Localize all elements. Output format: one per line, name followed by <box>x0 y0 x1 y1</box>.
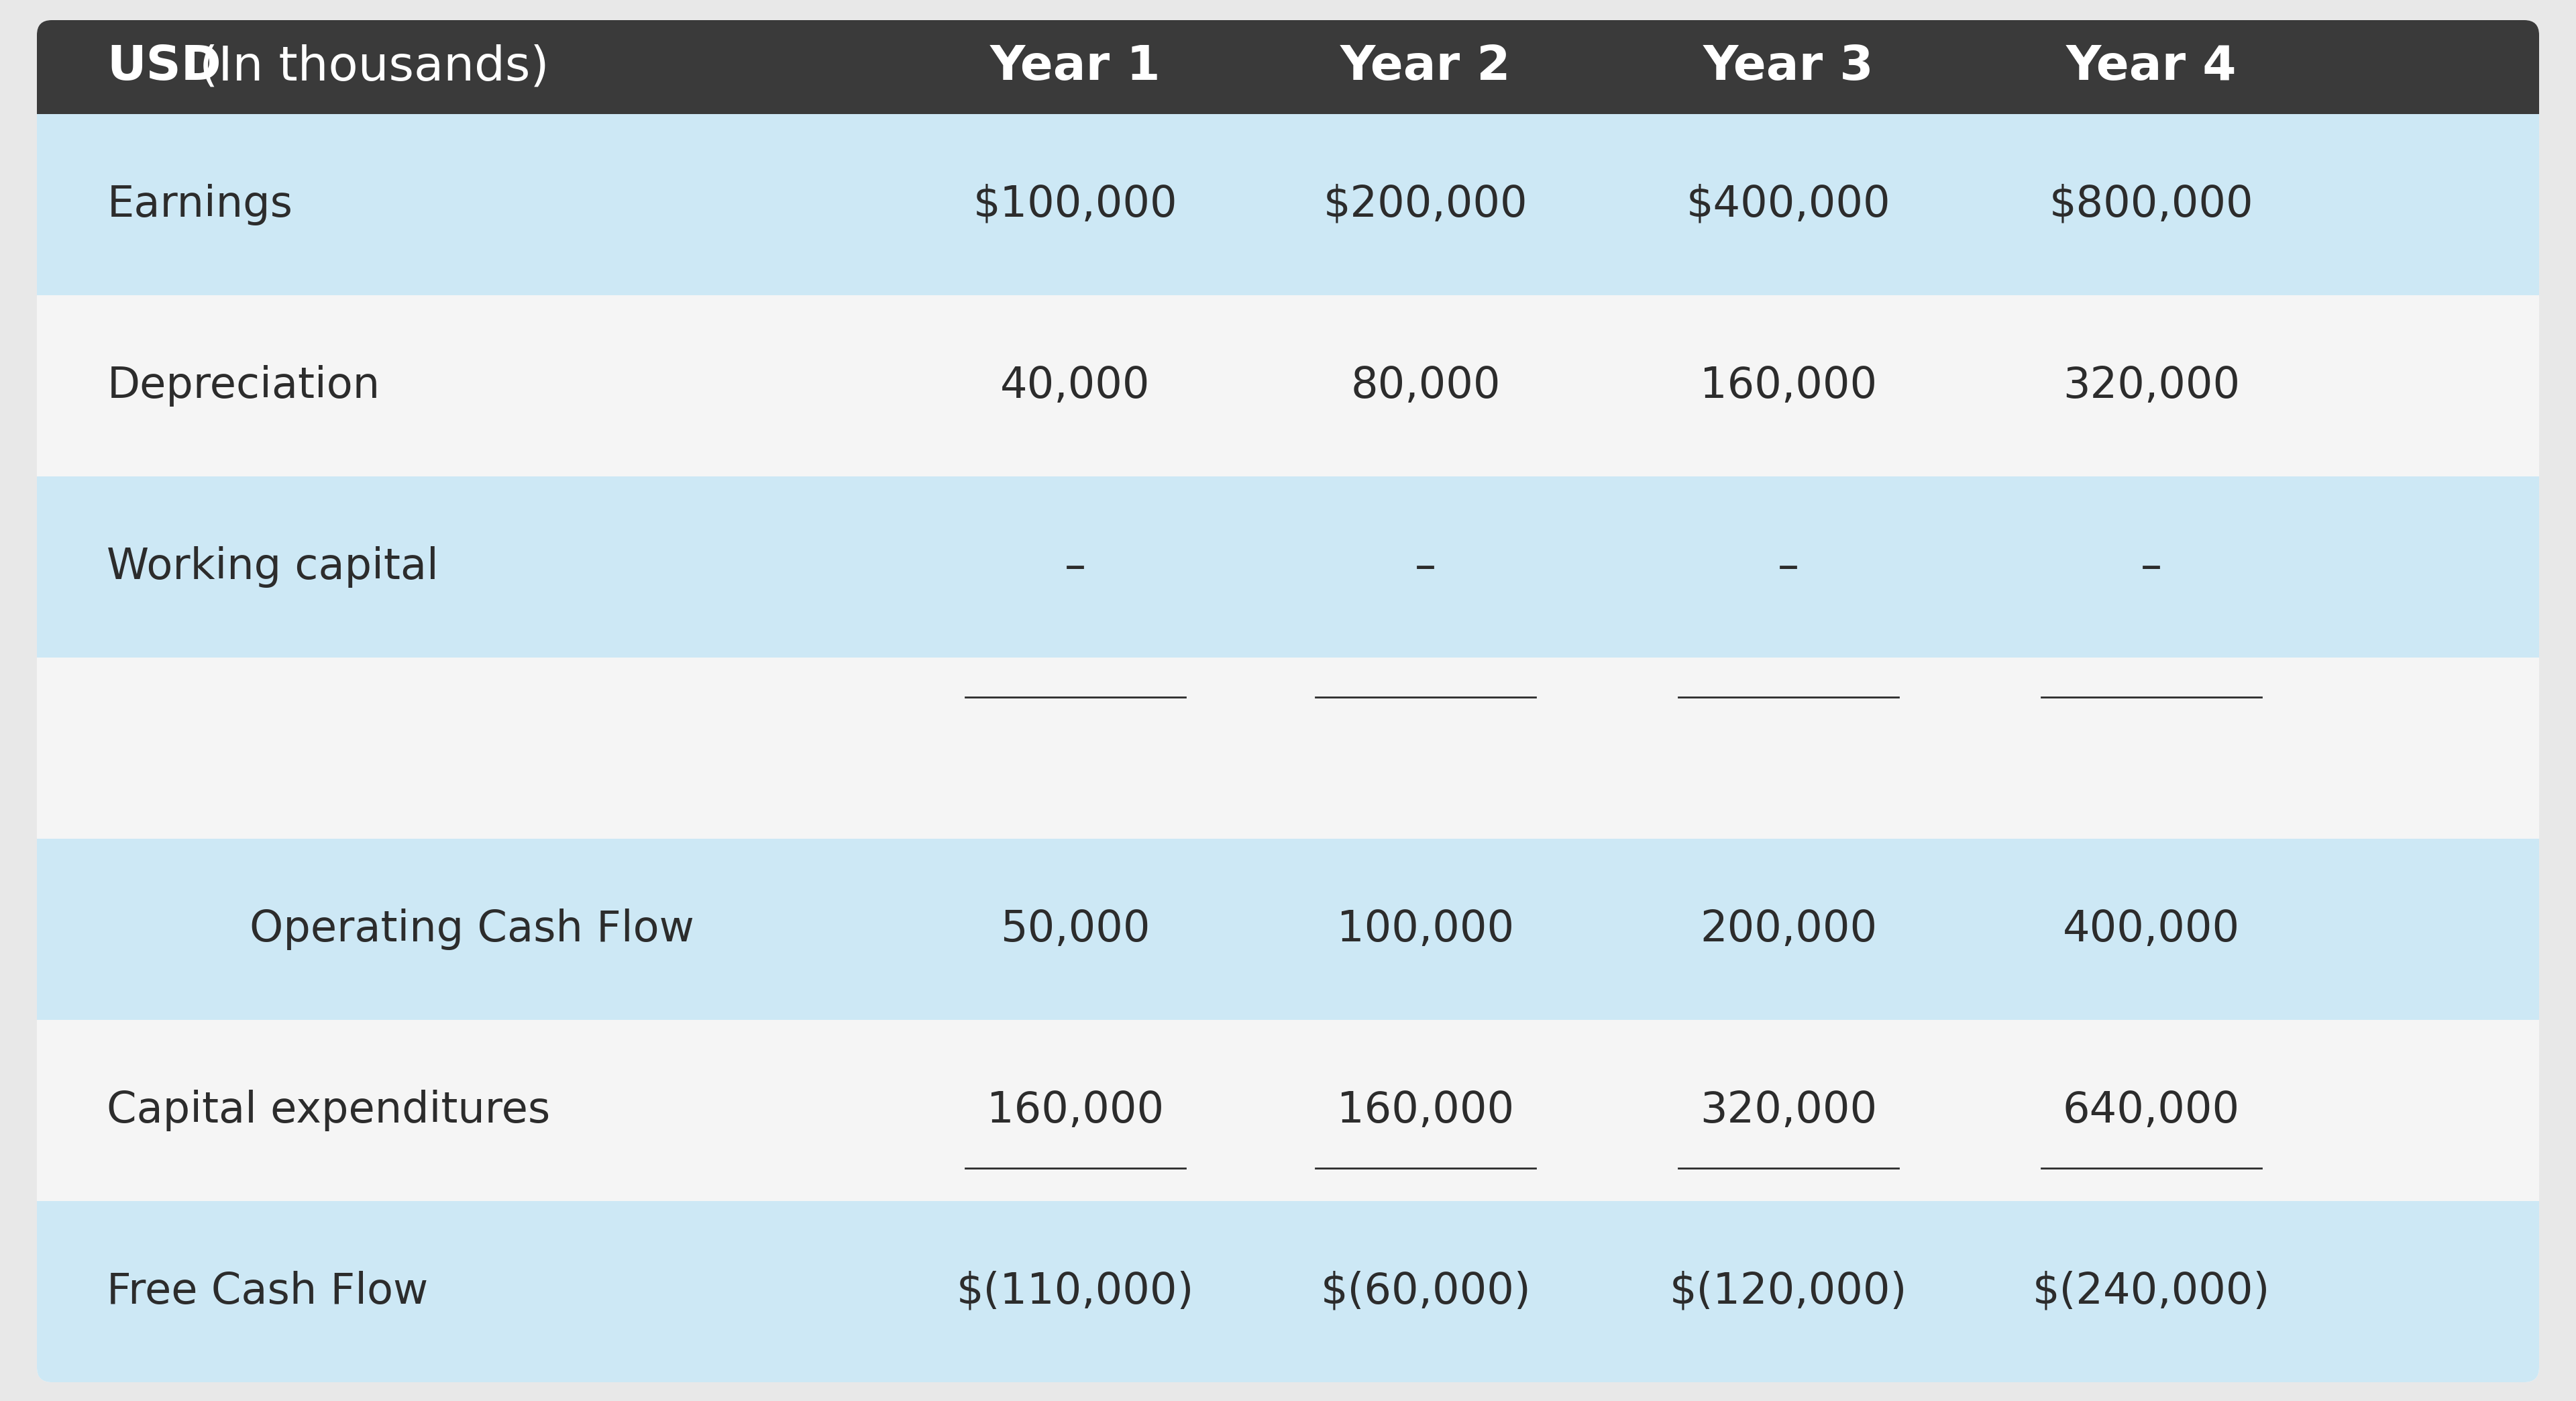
Bar <box>36 657 2540 839</box>
Text: Year 3: Year 3 <box>1703 43 1873 90</box>
Text: $(120,000): $(120,000) <box>1669 1271 1906 1313</box>
Text: –: – <box>2141 546 2161 588</box>
Text: Working capital: Working capital <box>108 546 438 588</box>
Bar <box>36 1020 2540 1201</box>
Text: Year 4: Year 4 <box>2066 43 2236 90</box>
Bar <box>36 839 2540 1020</box>
Text: $(60,000): $(60,000) <box>1321 1271 1530 1313</box>
Bar <box>36 113 2540 296</box>
Text: 100,000: 100,000 <box>1337 908 1515 950</box>
Text: $100,000: $100,000 <box>974 184 1177 226</box>
FancyBboxPatch shape <box>36 20 2540 1383</box>
Text: 80,000: 80,000 <box>1350 366 1502 406</box>
Text: 160,000: 160,000 <box>1700 366 1878 406</box>
Text: $200,000: $200,000 <box>1324 184 1528 226</box>
Text: 40,000: 40,000 <box>999 366 1151 406</box>
Text: 320,000: 320,000 <box>2063 366 2241 406</box>
Bar <box>36 476 2540 657</box>
Text: 160,000: 160,000 <box>1337 1090 1515 1131</box>
Text: –: – <box>1064 546 1087 588</box>
Bar <box>36 1201 2540 1216</box>
Text: 320,000: 320,000 <box>1700 1090 1878 1131</box>
Text: $(110,000): $(110,000) <box>956 1271 1195 1313</box>
Text: –: – <box>1777 546 1798 588</box>
Bar <box>36 296 2540 476</box>
Text: Year 2: Year 2 <box>1340 43 1512 90</box>
Text: Operating Cash Flow: Operating Cash Flow <box>250 908 696 950</box>
Text: 400,000: 400,000 <box>2063 908 2241 950</box>
FancyBboxPatch shape <box>36 1201 2540 1383</box>
Text: (In thousands): (In thousands) <box>183 43 549 90</box>
Text: 200,000: 200,000 <box>1700 908 1878 950</box>
Text: $400,000: $400,000 <box>1687 184 1891 226</box>
FancyBboxPatch shape <box>36 20 2540 113</box>
Text: Capital expenditures: Capital expenditures <box>108 1090 551 1131</box>
Text: Free Cash Flow: Free Cash Flow <box>108 1271 428 1313</box>
Bar <box>36 99 2540 113</box>
Text: $800,000: $800,000 <box>2048 184 2254 226</box>
Text: Earnings: Earnings <box>108 184 294 226</box>
Text: Year 1: Year 1 <box>989 43 1162 90</box>
Text: $(240,000): $(240,000) <box>2032 1271 2269 1313</box>
Text: 50,000: 50,000 <box>999 908 1151 950</box>
Text: USD: USD <box>108 43 222 90</box>
Text: 640,000: 640,000 <box>2063 1090 2241 1131</box>
Text: 160,000: 160,000 <box>987 1090 1164 1131</box>
Text: –: – <box>1414 546 1437 588</box>
Text: Depreciation: Depreciation <box>108 366 381 406</box>
